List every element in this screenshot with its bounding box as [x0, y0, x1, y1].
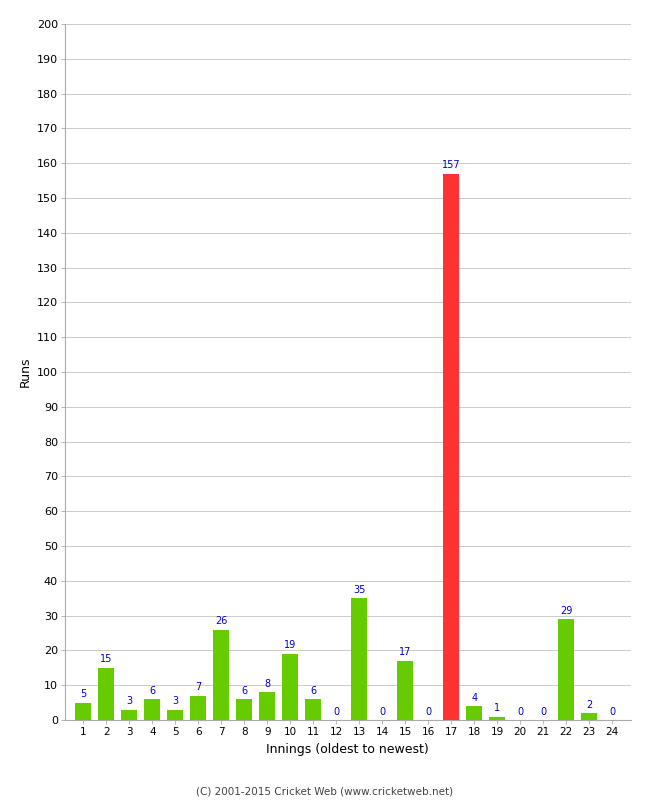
Text: 157: 157: [442, 160, 460, 170]
Text: 29: 29: [560, 606, 572, 616]
Bar: [98, 668, 114, 720]
Bar: [306, 699, 321, 720]
Text: 4: 4: [471, 693, 477, 702]
Text: (C) 2001-2015 Cricket Web (www.cricketweb.net): (C) 2001-2015 Cricket Web (www.cricketwe…: [196, 786, 454, 796]
Text: 15: 15: [100, 654, 112, 664]
Text: 2: 2: [586, 699, 592, 710]
Bar: [167, 710, 183, 720]
Bar: [351, 598, 367, 720]
Bar: [190, 696, 207, 720]
Text: 5: 5: [80, 689, 86, 699]
Text: 3: 3: [172, 696, 178, 706]
Bar: [282, 654, 298, 720]
Text: 26: 26: [215, 616, 227, 626]
Text: 6: 6: [241, 686, 248, 696]
Text: 35: 35: [353, 585, 365, 594]
Bar: [397, 661, 413, 720]
Text: 0: 0: [517, 706, 523, 717]
Bar: [466, 706, 482, 720]
Text: 0: 0: [540, 706, 546, 717]
Text: 1: 1: [494, 703, 500, 713]
Text: 0: 0: [379, 706, 385, 717]
Text: 6: 6: [310, 686, 317, 696]
Text: 17: 17: [399, 647, 411, 658]
Text: 8: 8: [265, 678, 270, 689]
Bar: [213, 630, 229, 720]
Text: 3: 3: [126, 696, 133, 706]
Text: 0: 0: [333, 706, 339, 717]
Text: 7: 7: [195, 682, 202, 692]
Text: 19: 19: [284, 640, 296, 650]
Bar: [558, 619, 574, 720]
X-axis label: Innings (oldest to newest): Innings (oldest to newest): [266, 742, 429, 755]
Bar: [581, 713, 597, 720]
Bar: [443, 174, 460, 720]
Bar: [144, 699, 161, 720]
Bar: [236, 699, 252, 720]
Bar: [489, 717, 505, 720]
Text: 0: 0: [609, 706, 615, 717]
Text: 0: 0: [425, 706, 431, 717]
Y-axis label: Runs: Runs: [18, 357, 31, 387]
Text: 6: 6: [150, 686, 155, 696]
Bar: [75, 702, 92, 720]
Bar: [259, 692, 276, 720]
Bar: [122, 710, 137, 720]
